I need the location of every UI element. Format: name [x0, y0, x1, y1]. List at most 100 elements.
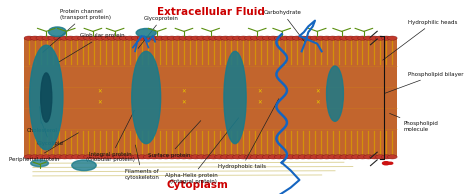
Text: Phospholipid bilayer: Phospholipid bilayer [385, 72, 464, 93]
Circle shape [352, 155, 362, 159]
Circle shape [286, 36, 296, 40]
Circle shape [286, 155, 296, 159]
Text: Alpha-Helix protein
(Integral protein): Alpha-Helix protein (Integral protein) [164, 118, 238, 184]
Circle shape [383, 162, 390, 165]
Circle shape [143, 155, 153, 159]
Ellipse shape [41, 73, 52, 122]
Text: ✕: ✕ [315, 89, 319, 94]
Circle shape [268, 155, 278, 159]
Circle shape [364, 155, 374, 159]
Circle shape [83, 36, 93, 40]
Circle shape [119, 36, 129, 40]
Circle shape [54, 36, 64, 40]
Circle shape [250, 36, 260, 40]
Circle shape [42, 36, 52, 40]
FancyBboxPatch shape [24, 38, 397, 157]
Circle shape [340, 36, 349, 40]
Circle shape [322, 155, 332, 159]
Text: Protein channel
(transport protein): Protein channel (transport protein) [43, 9, 110, 52]
Circle shape [78, 155, 87, 159]
Circle shape [304, 36, 314, 40]
Circle shape [191, 36, 201, 40]
Circle shape [268, 36, 278, 40]
Circle shape [346, 36, 356, 40]
Circle shape [48, 36, 58, 40]
Circle shape [24, 155, 34, 159]
Text: Hydrophilic heads: Hydrophilic heads [383, 20, 458, 60]
Circle shape [245, 36, 254, 40]
Circle shape [238, 36, 248, 40]
Ellipse shape [132, 51, 161, 144]
Circle shape [119, 155, 129, 159]
Circle shape [83, 155, 93, 159]
Circle shape [60, 155, 70, 159]
Circle shape [125, 155, 135, 159]
Circle shape [30, 36, 40, 40]
Circle shape [328, 36, 337, 40]
Ellipse shape [327, 66, 344, 121]
Circle shape [387, 36, 397, 40]
Circle shape [173, 155, 183, 159]
Circle shape [340, 155, 349, 159]
Circle shape [220, 155, 230, 159]
Circle shape [256, 155, 266, 159]
Circle shape [220, 36, 230, 40]
Circle shape [316, 155, 326, 159]
Circle shape [304, 155, 314, 159]
Text: Extracellular Fluid: Extracellular Fluid [157, 7, 264, 17]
Circle shape [131, 155, 141, 159]
Circle shape [280, 36, 290, 40]
Circle shape [375, 36, 385, 40]
Circle shape [197, 36, 207, 40]
Ellipse shape [29, 45, 63, 150]
Circle shape [66, 155, 75, 159]
Circle shape [334, 36, 344, 40]
Circle shape [173, 36, 183, 40]
Circle shape [292, 36, 302, 40]
Text: ✕: ✕ [97, 101, 102, 106]
Circle shape [328, 155, 337, 159]
Circle shape [113, 36, 123, 40]
Circle shape [24, 36, 34, 40]
Circle shape [96, 155, 105, 159]
Circle shape [167, 36, 177, 40]
Circle shape [155, 155, 165, 159]
Circle shape [36, 36, 46, 40]
Circle shape [30, 155, 40, 159]
Circle shape [36, 155, 46, 159]
Circle shape [280, 155, 290, 159]
Text: ✕: ✕ [97, 89, 102, 94]
Circle shape [233, 36, 242, 40]
Text: Surface protein: Surface protein [148, 121, 201, 158]
Circle shape [125, 36, 135, 40]
Circle shape [203, 36, 212, 40]
Circle shape [185, 36, 195, 40]
Circle shape [357, 36, 367, 40]
Circle shape [310, 155, 320, 159]
Ellipse shape [31, 160, 48, 167]
Circle shape [209, 36, 219, 40]
Circle shape [149, 155, 159, 159]
Circle shape [101, 155, 111, 159]
Circle shape [161, 155, 171, 159]
Circle shape [108, 155, 117, 159]
Circle shape [72, 36, 82, 40]
Circle shape [227, 155, 237, 159]
Circle shape [197, 155, 207, 159]
Circle shape [370, 155, 379, 159]
Circle shape [298, 36, 308, 40]
Text: Peripherial protein: Peripherial protein [9, 133, 78, 161]
Circle shape [382, 36, 391, 40]
Circle shape [238, 155, 248, 159]
Circle shape [90, 155, 100, 159]
Text: Integral protein
(Globular protein): Integral protein (Globular protein) [86, 110, 135, 162]
Text: ✕: ✕ [182, 101, 186, 106]
Circle shape [137, 36, 147, 40]
Circle shape [113, 155, 123, 159]
Circle shape [364, 36, 374, 40]
Circle shape [108, 36, 117, 40]
Text: Filaments of
cytoskeleton: Filaments of cytoskeleton [124, 145, 159, 180]
Circle shape [149, 36, 159, 40]
Text: Cholesterol: Cholesterol [26, 107, 57, 133]
Text: ✕: ✕ [257, 101, 262, 106]
